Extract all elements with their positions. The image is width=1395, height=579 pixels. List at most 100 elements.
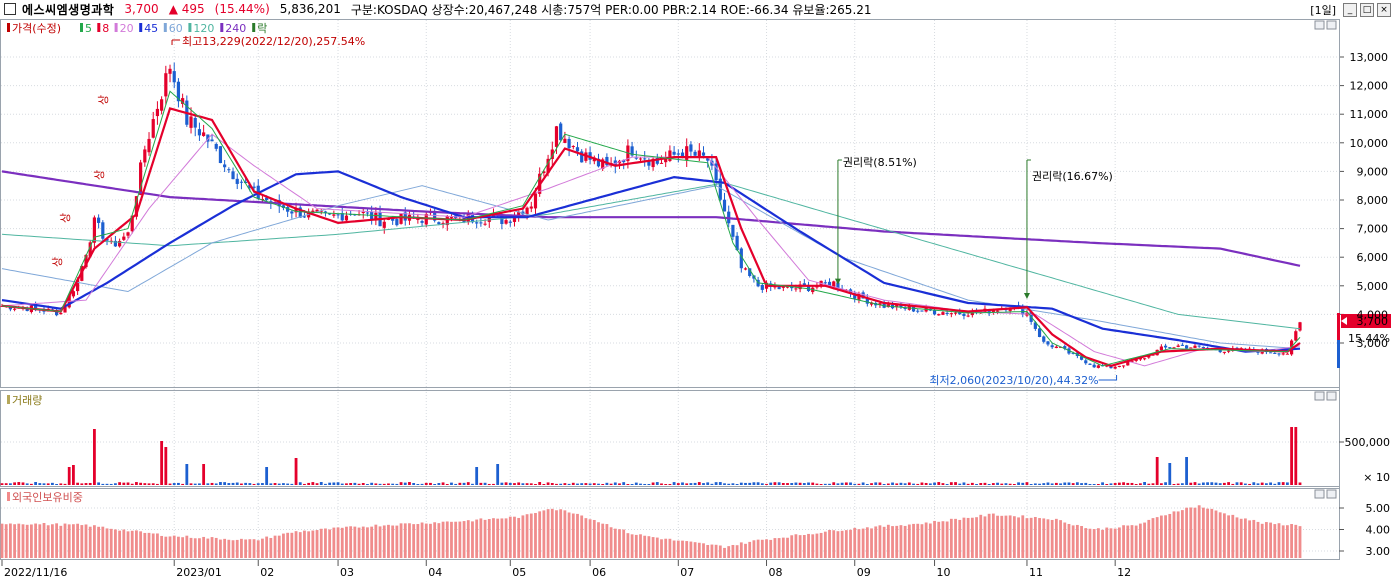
ma-line-60 <box>1 185 1301 350</box>
today-range-bar-low <box>1337 340 1340 368</box>
low-pointer <box>1098 375 1118 381</box>
candle <box>155 108 160 117</box>
volume-bar <box>223 482 227 485</box>
volume-bar <box>685 483 689 485</box>
volume-bar <box>874 482 878 485</box>
volume-bar <box>76 482 80 485</box>
foreign-bar <box>567 512 571 558</box>
volume-bar <box>655 482 659 485</box>
maximize-icon[interactable]: □ <box>1360 3 1374 17</box>
candle <box>1285 353 1289 355</box>
volume-bar <box>366 484 369 485</box>
volume-bar <box>265 467 269 485</box>
candle <box>508 221 512 223</box>
volume-bar <box>664 484 668 485</box>
high-pointer <box>171 39 181 45</box>
candle <box>168 68 172 74</box>
minimize-icon[interactable]: _ <box>1343 3 1357 17</box>
candle <box>895 304 899 308</box>
volume-bar <box>441 482 445 485</box>
candle <box>542 171 546 174</box>
candle <box>1281 353 1285 355</box>
volume-bar <box>471 483 474 485</box>
candle <box>1273 352 1277 354</box>
volume-panel-close-icon[interactable] <box>1326 391 1337 401</box>
close-icon[interactable]: × <box>1377 3 1391 17</box>
foreign-panel-minimize-icon[interactable] <box>1314 489 1325 499</box>
foreign-bar <box>1151 518 1155 558</box>
candle <box>1126 361 1130 366</box>
foreign-bar <box>571 513 575 558</box>
candle <box>126 232 130 236</box>
volume-bar <box>660 483 663 485</box>
volume-bar <box>466 482 470 485</box>
volume-bar <box>710 483 714 485</box>
volume-bar <box>214 483 218 485</box>
foreign-bar <box>563 510 567 558</box>
price-panel-minimize-icon[interactable] <box>1314 20 1325 30</box>
volume-bar <box>206 483 210 485</box>
foreign-bar <box>634 534 638 558</box>
candle <box>235 178 239 184</box>
foreign-bar <box>282 533 285 558</box>
volume-bar <box>920 482 924 485</box>
candle <box>189 116 193 128</box>
foreign-bar <box>886 524 890 558</box>
volume-bar <box>1021 482 1025 485</box>
volume-bar <box>580 483 584 485</box>
candle <box>878 303 882 306</box>
foreign-bar <box>496 518 500 558</box>
foreign-bar <box>979 514 983 558</box>
period-label[interactable]: [1일] <box>1310 4 1336 17</box>
foreign-bar <box>202 536 206 558</box>
volume-bar <box>433 484 437 485</box>
candle <box>160 99 164 111</box>
volume-bar <box>88 482 92 485</box>
candle <box>382 221 386 228</box>
candle <box>1142 358 1147 360</box>
stock-name: 에스씨엠생명과학 <box>22 2 115 17</box>
foreign-bar <box>139 531 143 558</box>
volume-bar <box>353 482 357 485</box>
volume-bar <box>521 483 525 485</box>
candle <box>328 213 332 215</box>
foreign-bar <box>546 509 550 558</box>
foreign-bar <box>668 538 672 558</box>
candle <box>865 297 869 304</box>
price-tick-label: 9,000 <box>1357 165 1389 178</box>
foreign-bar <box>13 524 17 558</box>
foreign-bar <box>933 520 936 558</box>
candle <box>71 291 76 297</box>
volume-bar <box>1155 457 1159 485</box>
legend-item: 240 <box>225 22 246 35</box>
foreign-bar <box>261 538 264 558</box>
volume-bar <box>315 483 319 485</box>
foreign-bar <box>685 541 689 558</box>
symbol-box-icon[interactable] <box>4 3 16 15</box>
price-panel-close-icon[interactable] <box>1326 20 1337 30</box>
foreign-bar <box>1046 519 1050 558</box>
stock-info: 구분:KOSDAQ 상장수:20,467,248 시총:757억 PER:0.0… <box>350 2 872 17</box>
candle <box>252 186 256 188</box>
foreign-bar <box>996 515 999 558</box>
foreign-bar <box>1101 529 1104 558</box>
volume-bar <box>714 482 718 485</box>
volume-bar <box>563 483 567 485</box>
candle <box>25 308 29 312</box>
volume-bar <box>937 482 941 485</box>
foreign-bar <box>664 538 668 558</box>
foreign-panel-close-icon[interactable] <box>1326 489 1337 499</box>
foreign-bar <box>1138 523 1142 558</box>
volume-bar <box>870 483 873 485</box>
candle <box>176 81 181 102</box>
price-tick-label: 12,000 <box>1350 80 1389 93</box>
volume-bar <box>802 483 806 485</box>
foreign-bar <box>970 517 974 558</box>
volume-panel-minimize-icon[interactable] <box>1314 391 1325 401</box>
volume-title: 거래량 <box>12 394 42 407</box>
candle <box>710 160 714 166</box>
volume-bar <box>630 484 634 485</box>
volume-bar <box>63 483 67 485</box>
volume-bar <box>374 483 378 485</box>
